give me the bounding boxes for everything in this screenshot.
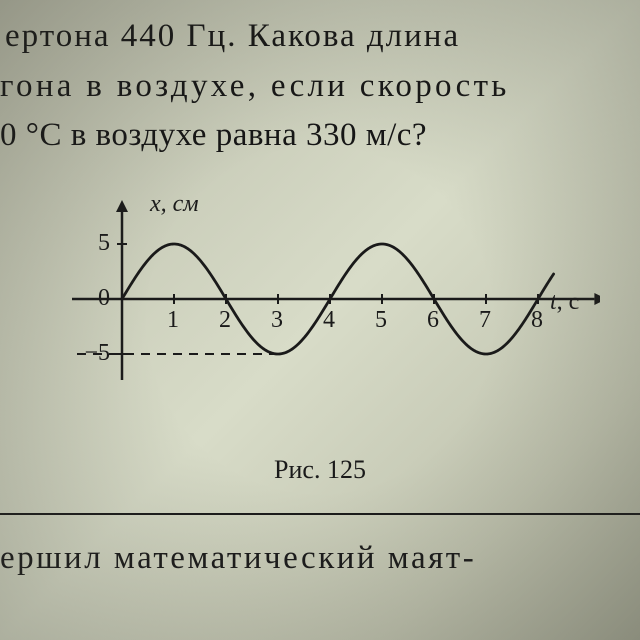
graph-area: x, см t, с 1 2 3 4 5 6 7 8 5 0 −5	[40, 189, 600, 439]
x-axis-label: t, с	[550, 289, 579, 316]
text-line-2: гона в воздухе, если скорость	[0, 62, 640, 112]
y-axis-label: x, см	[150, 191, 199, 218]
x-tick-label: 2	[219, 307, 231, 334]
x-tick-label: 1	[167, 307, 179, 334]
y-tick-label: 0	[98, 285, 110, 312]
problem-text: ертона 440 Гц. Какова длина гона в возду…	[0, 0, 640, 161]
graph-svg	[40, 189, 600, 439]
text-line-1: ертона 440 Гц. Какова длина	[0, 12, 640, 62]
x-tick-label: 5	[375, 307, 387, 334]
y-tick-label: −5	[84, 340, 110, 367]
x-tick-label: 7	[479, 307, 491, 334]
bottom-text: ершил математический маят-	[0, 515, 640, 577]
x-tick-label: 8	[531, 307, 543, 334]
text-line-3: 0 °C в воздухе равна 330 м/с?	[0, 111, 640, 161]
x-tick-label: 6	[427, 307, 439, 334]
page: ертона 440 Гц. Какова длина гона в возду…	[0, 0, 640, 640]
y-tick-label: 5	[98, 230, 110, 257]
figure-caption: Рис. 125	[0, 455, 640, 485]
x-tick-label: 4	[323, 307, 335, 334]
text-line-4: ершил математический маят-	[0, 540, 640, 577]
x-tick-label: 3	[271, 307, 283, 334]
